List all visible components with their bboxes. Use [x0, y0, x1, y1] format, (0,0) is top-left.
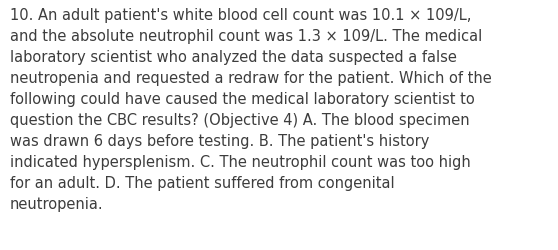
Text: 10. An adult patient's white blood cell count was 10.1 × 109/L,
and the absolute: 10. An adult patient's white blood cell …: [10, 8, 492, 211]
